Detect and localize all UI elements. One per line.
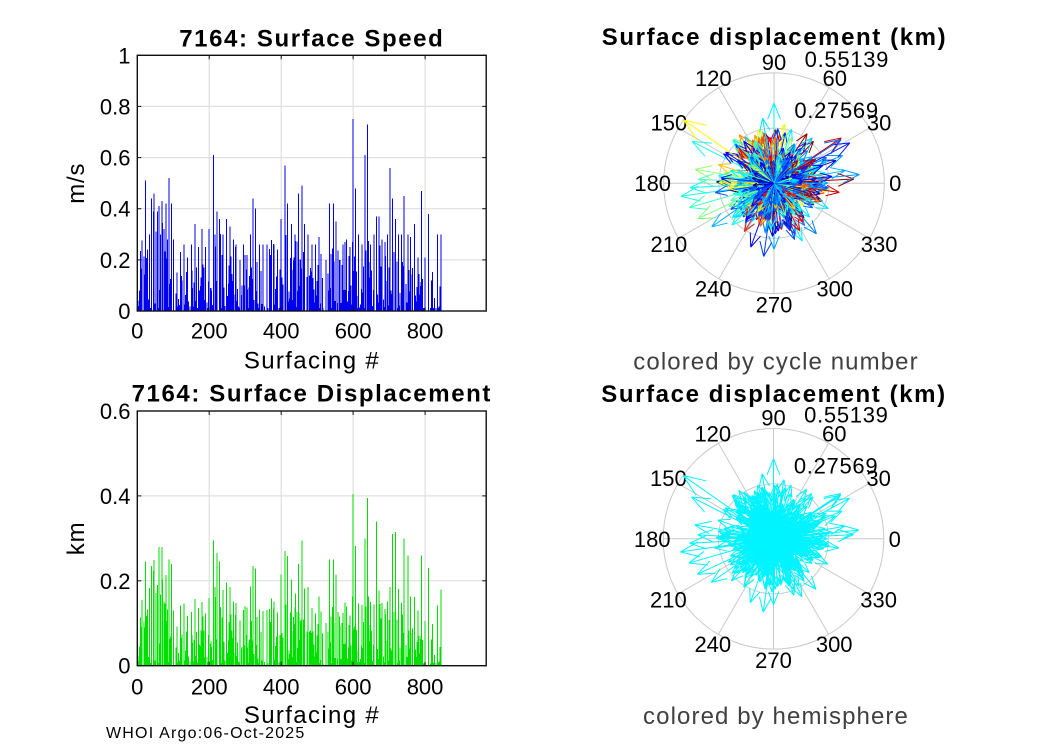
svg-text:0: 0	[889, 527, 901, 552]
svg-text:180: 180	[634, 527, 671, 552]
svg-text:330: 330	[861, 232, 898, 257]
svg-text:30: 30	[867, 111, 891, 136]
svg-text:0: 0	[889, 171, 901, 196]
svg-text:0.6: 0.6	[100, 399, 131, 424]
svg-text:240: 240	[694, 632, 731, 657]
svg-text:330: 330	[860, 588, 897, 613]
svg-text:Surface displacement (km): Surface displacement (km)	[602, 24, 947, 51]
svg-text:200: 200	[191, 675, 228, 700]
svg-text:300: 300	[816, 276, 853, 301]
svg-text:400: 400	[263, 318, 300, 343]
svg-text:Surfacing #: Surfacing #	[244, 702, 380, 729]
svg-text:Surfacing #: Surfacing #	[244, 348, 380, 375]
svg-text:0.2: 0.2	[100, 569, 131, 594]
svg-text:150: 150	[650, 466, 687, 491]
svg-text:60: 60	[822, 66, 846, 91]
svg-text:300: 300	[816, 632, 853, 657]
svg-text:800: 800	[407, 675, 444, 700]
svg-text:m/s: m/s	[63, 163, 90, 204]
svg-text:120: 120	[694, 422, 731, 447]
svg-text:1: 1	[118, 43, 130, 68]
svg-text:600: 600	[335, 318, 372, 343]
svg-text:0: 0	[118, 299, 130, 324]
svg-text:0.4: 0.4	[100, 197, 131, 222]
svg-text:0.55139: 0.55139	[805, 47, 889, 72]
svg-text:0.27569: 0.27569	[794, 454, 878, 479]
svg-text:0: 0	[118, 654, 130, 679]
svg-text:800: 800	[407, 318, 444, 343]
svg-text:270: 270	[755, 648, 792, 673]
svg-text:120: 120	[695, 66, 732, 91]
svg-text:90: 90	[761, 406, 785, 431]
svg-text:0.55139: 0.55139	[804, 403, 888, 428]
svg-text:7164: Surface Displacement: 7164: Surface Displacement	[132, 381, 492, 408]
svg-text:km: km	[63, 522, 90, 556]
svg-text:Surface displacement (km): Surface displacement (km)	[601, 381, 946, 408]
svg-text:colored by hemisphere: colored by hemisphere	[643, 703, 909, 730]
svg-text:400: 400	[263, 675, 300, 700]
svg-text:0.8: 0.8	[100, 94, 131, 119]
svg-text:0: 0	[131, 318, 143, 343]
svg-text:180: 180	[634, 171, 671, 196]
svg-text:0.27569: 0.27569	[794, 98, 878, 123]
svg-text:60: 60	[822, 422, 846, 447]
svg-text:colored by cycle number: colored by cycle number	[633, 349, 918, 376]
svg-text:0: 0	[131, 675, 143, 700]
svg-text:0.6: 0.6	[100, 146, 131, 171]
svg-text:WHOI Argo:06-Oct-2025: WHOI Argo:06-Oct-2025	[106, 725, 306, 742]
svg-text:210: 210	[651, 232, 688, 257]
svg-text:270: 270	[756, 293, 793, 318]
svg-text:0.2: 0.2	[100, 248, 131, 273]
svg-text:210: 210	[650, 588, 687, 613]
svg-text:240: 240	[695, 276, 732, 301]
svg-text:150: 150	[651, 111, 688, 136]
svg-text:90: 90	[762, 50, 786, 75]
svg-text:7164: Surface Speed: 7164: Surface Speed	[179, 26, 444, 53]
svg-text:200: 200	[191, 318, 228, 343]
svg-text:30: 30	[866, 466, 890, 491]
svg-text:0.4: 0.4	[100, 484, 131, 509]
svg-text:600: 600	[335, 675, 372, 700]
